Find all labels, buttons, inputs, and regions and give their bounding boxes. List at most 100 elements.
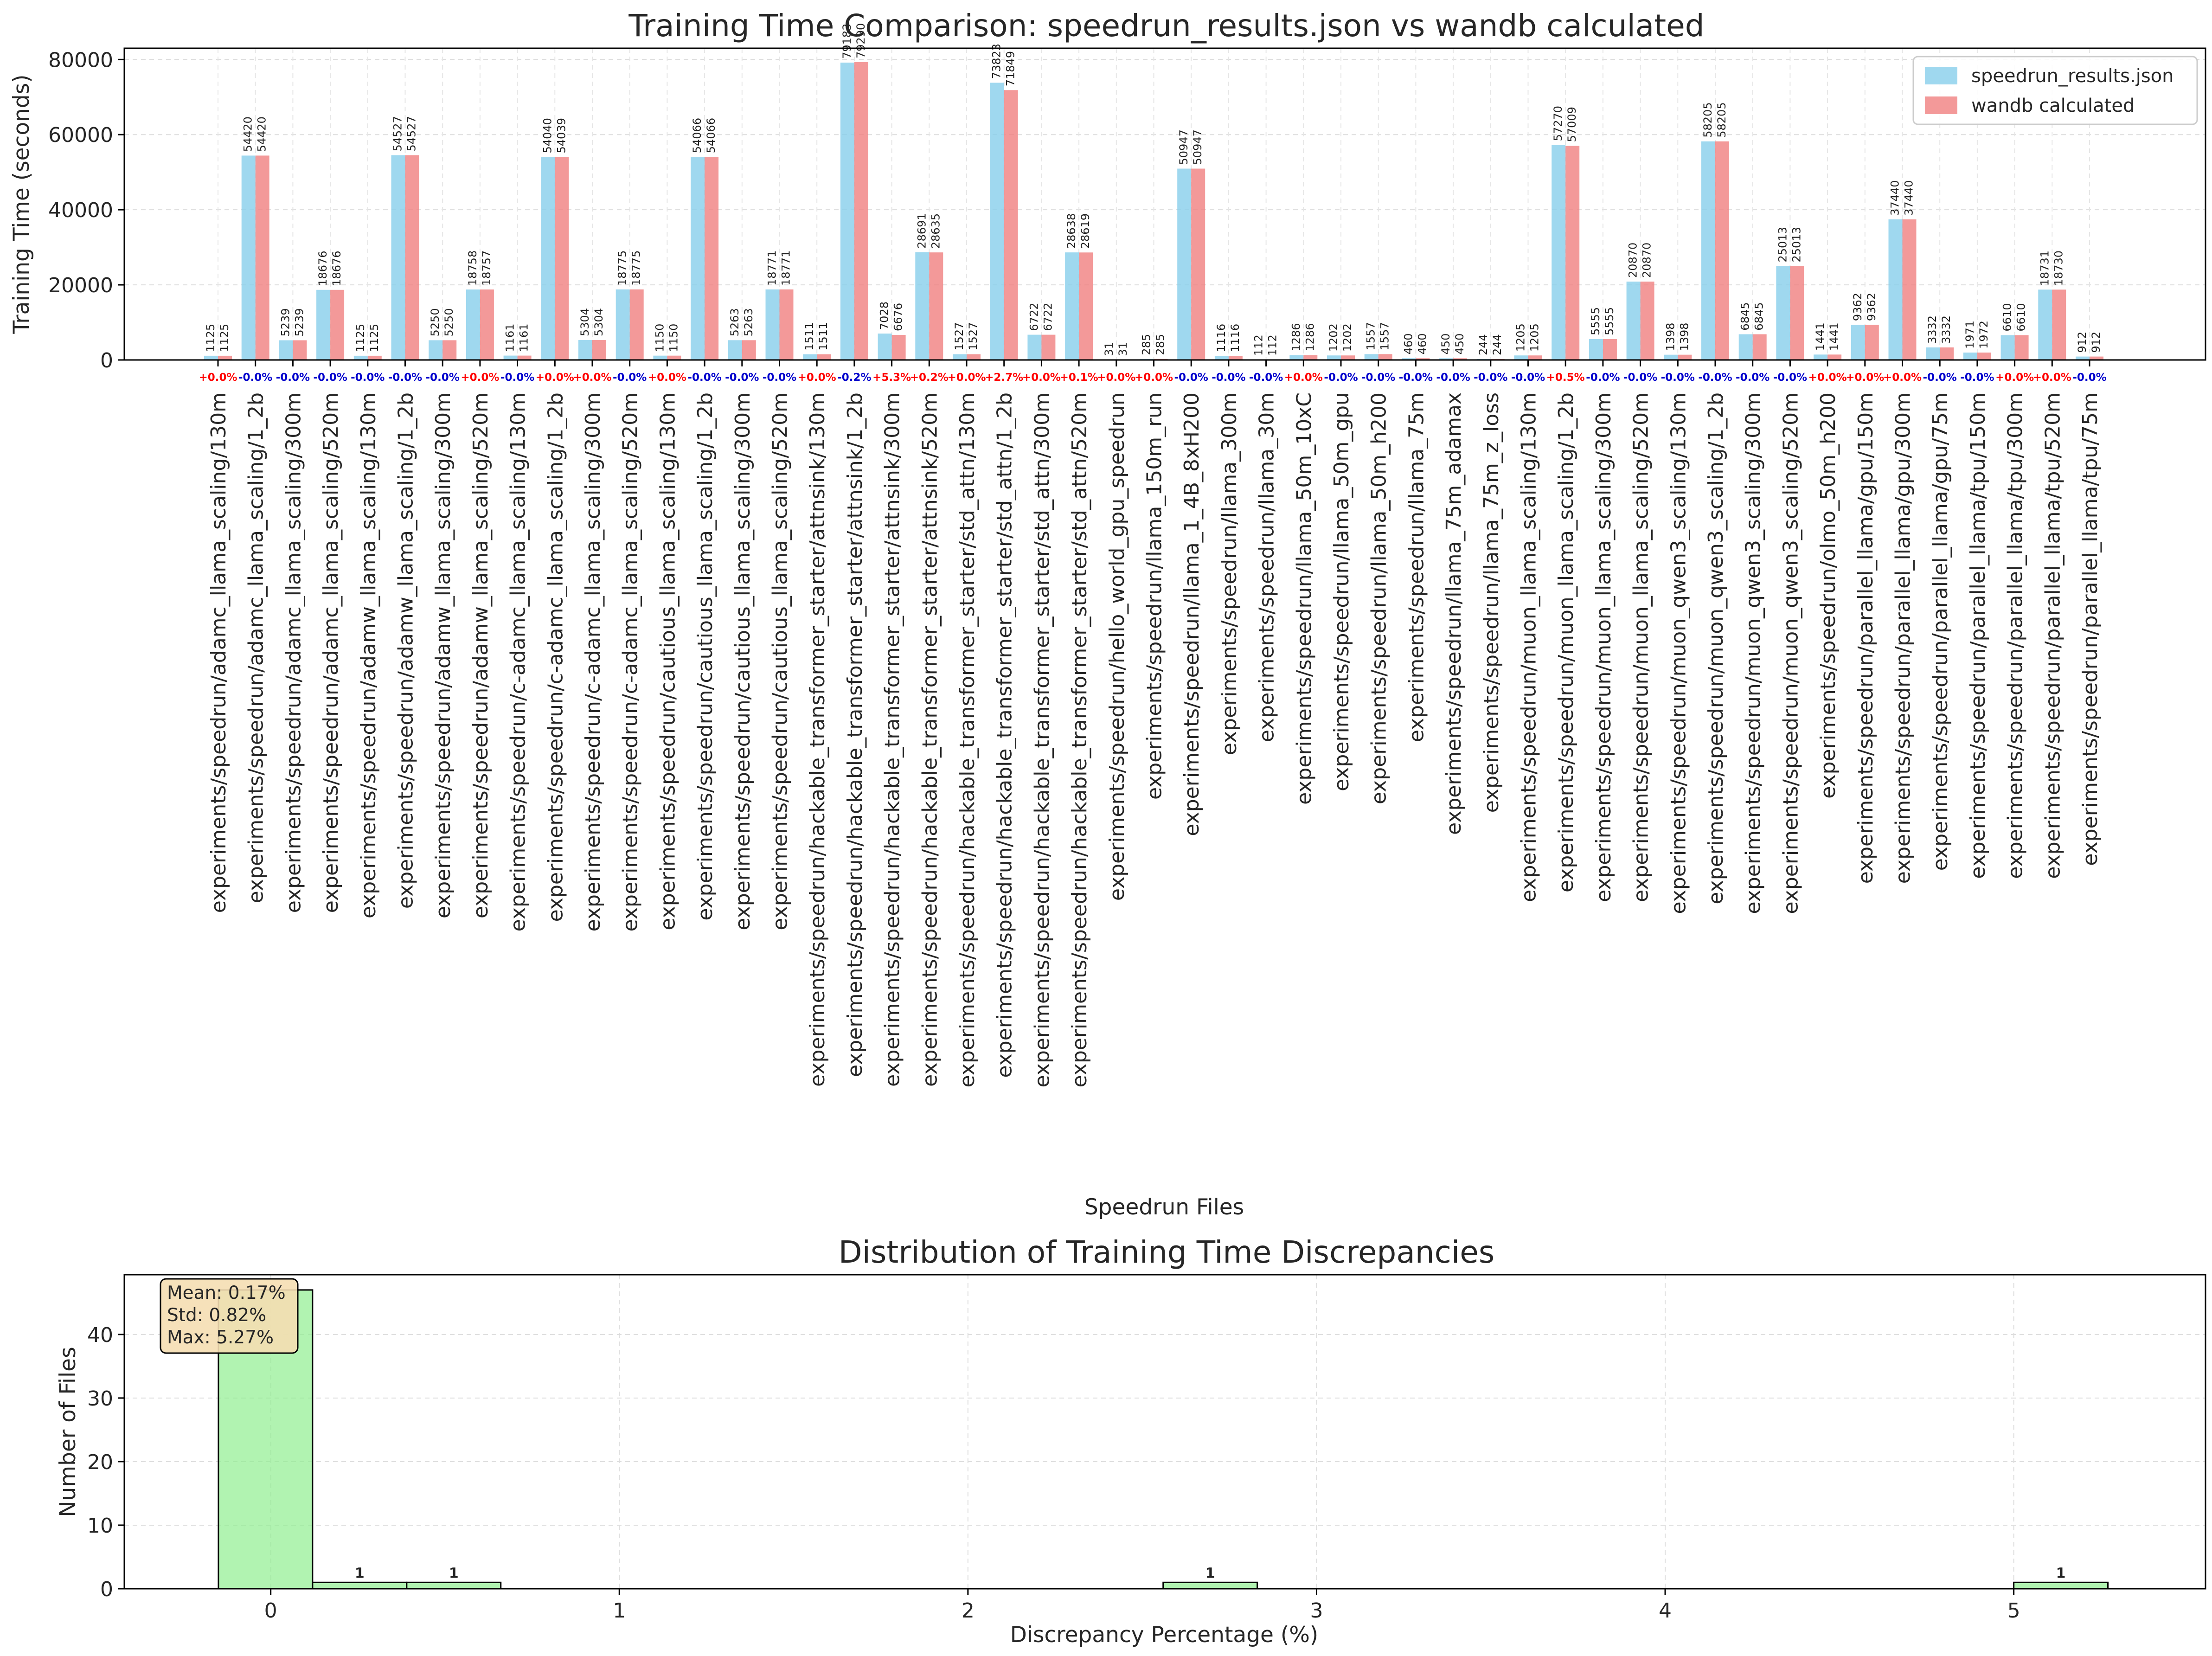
bar-wandb bbox=[1528, 355, 1542, 360]
value-label-speedrun: 1398 bbox=[1664, 323, 1677, 351]
bar-wandb bbox=[1303, 355, 1318, 360]
category-label: experiments/speedrun/adamc_llama_scaling… bbox=[319, 392, 343, 913]
bar-speedrun bbox=[803, 354, 817, 360]
bar-speedrun bbox=[1214, 355, 1229, 360]
category-label: experiments/speedrun/parallel_llama/tpu/… bbox=[2078, 392, 2102, 866]
category-label: experiments/speedrun/c-adamc_llama_scali… bbox=[619, 392, 642, 931]
bar-wandb bbox=[2014, 335, 2029, 360]
value-label-speedrun: 3332 bbox=[1926, 315, 1939, 344]
value-label-speedrun: 7028 bbox=[878, 302, 891, 330]
histogram-title: Distribution of Training Time Discrepanc… bbox=[839, 1234, 1494, 1270]
value-label-wandb: 18771 bbox=[780, 250, 793, 286]
value-label-speedrun: 79183 bbox=[840, 24, 853, 59]
bar-wandb bbox=[2090, 356, 2103, 360]
value-label-speedrun: 9362 bbox=[1851, 293, 1864, 321]
value-label-speedrun: 112 bbox=[1252, 334, 1265, 356]
value-label-speedrun: 18676 bbox=[316, 250, 329, 286]
value-label-wandb: 54527 bbox=[405, 116, 418, 151]
category-label: experiments/speedrun/parallel_llama/gpu/… bbox=[1929, 392, 1952, 871]
bar-speedrun bbox=[1963, 353, 1977, 360]
histogram-bin-label: 1 bbox=[355, 1565, 365, 1581]
value-label-speedrun: 5555 bbox=[1589, 307, 1602, 335]
value-label-wandb: 5239 bbox=[293, 308, 306, 337]
value-label-wandb: 1116 bbox=[1229, 324, 1242, 352]
category-label: experiments/speedrun/parallel_llama/gpu/… bbox=[1854, 392, 1878, 884]
category-label: experiments/speedrun/muon_llama_scaling/… bbox=[1592, 392, 1616, 902]
diff-label: -0.0% bbox=[238, 372, 272, 384]
bar-wandb bbox=[480, 289, 494, 360]
diff-label: +0.0% bbox=[798, 372, 836, 384]
hist-y-tick-label: 20 bbox=[87, 1451, 113, 1474]
category-label: experiments/speedrun/llama_50m_10xC bbox=[1292, 392, 1316, 805]
bar-wandb bbox=[442, 340, 457, 360]
legend-swatch-speedrun bbox=[1925, 67, 1957, 84]
diff-label: -0.0% bbox=[1661, 372, 1695, 384]
value-label-wandb: 6845 bbox=[1753, 302, 1766, 331]
value-label-wandb: 244 bbox=[1491, 334, 1504, 355]
diff-label: -0.0% bbox=[687, 372, 721, 384]
diff-label: +0.0% bbox=[1995, 372, 2034, 384]
bar-speedrun bbox=[391, 155, 405, 360]
stats-box-frame bbox=[160, 1278, 299, 1354]
value-label-speedrun: 1125 bbox=[354, 324, 367, 352]
category-label: experiments/speedrun/adamc_llama_scaling… bbox=[207, 392, 231, 913]
bar-speedrun bbox=[1589, 339, 1603, 360]
value-label-wandb: 1441 bbox=[1827, 322, 1840, 351]
category-label: experiments/speedrun/muon_qwen3_scaling/… bbox=[1704, 392, 1728, 905]
diff-label: -0.0% bbox=[388, 372, 422, 384]
hist-y-tick-label: 0 bbox=[100, 1578, 113, 1601]
histogram-plot-frame bbox=[123, 1274, 2206, 1590]
value-label-wandb: 6610 bbox=[2015, 303, 2028, 331]
bar-wandb bbox=[2052, 289, 2066, 360]
category-label: experiments/speedrun/llama_75m bbox=[1404, 392, 1428, 742]
bar-wandb bbox=[1079, 252, 1093, 360]
histogram-x-axis: 0 1 2 3 4 5 bbox=[264, 1589, 2020, 1623]
diff-label: +0.1% bbox=[1060, 372, 1098, 384]
value-label-speedrun: 73823 bbox=[990, 44, 1003, 79]
value-label-wandb: 460 bbox=[1416, 333, 1429, 354]
bar-speedrun bbox=[503, 355, 518, 360]
value-label-speedrun: 25013 bbox=[1776, 227, 1789, 262]
value-label-wandb: 1511 bbox=[817, 322, 830, 351]
y-tick-label: 0 bbox=[100, 349, 113, 372]
category-label: experiments/speedrun/adamc_llama_scaling… bbox=[244, 392, 268, 903]
value-label-speedrun: 54420 bbox=[242, 116, 255, 152]
bar-speedrun bbox=[1402, 358, 1416, 360]
value-label-wandb: 912 bbox=[2090, 332, 2103, 353]
category-label: experiments/speedrun/hackable_transforme… bbox=[1068, 392, 1091, 1087]
diff-label: -0.0% bbox=[1361, 372, 1395, 384]
category-label: experiments/speedrun/parallel_llama/gpu/… bbox=[1891, 392, 1915, 884]
value-label-speedrun: 912 bbox=[2076, 332, 2089, 353]
bar-chart-y-axis: 0 20000 40000 60000 80000 bbox=[48, 48, 124, 372]
value-label-wandb: 5304 bbox=[592, 308, 605, 336]
value-label-wandb: 1202 bbox=[1341, 323, 1354, 352]
bar-speedrun bbox=[1701, 141, 1715, 360]
legend-label-wandb: wandb calculated bbox=[1971, 95, 2135, 116]
diff-label: +0.0% bbox=[1846, 372, 1884, 384]
category-label: experiments/speedrun/hackable_transforme… bbox=[806, 392, 829, 1087]
category-label: experiments/speedrun/llama_50m_h200 bbox=[1367, 392, 1391, 804]
diff-label: +0.0% bbox=[1135, 372, 1173, 384]
category-label: experiments/speedrun/muon_llama_scaling/… bbox=[1554, 392, 1578, 892]
bar-speedrun bbox=[2000, 335, 2015, 360]
bar-chart-x-axis-label: Speedrun Files bbox=[1084, 1194, 1244, 1220]
bar-wandb bbox=[367, 355, 382, 360]
diff-label: -0.0% bbox=[763, 372, 796, 384]
diff-label: -0.0% bbox=[1586, 372, 1620, 384]
bar-wandb bbox=[1603, 339, 1617, 360]
hist-x-tick-label: 3 bbox=[1310, 1599, 1323, 1623]
y-tick-label: 40000 bbox=[48, 199, 113, 222]
value-label-wandb: 20870 bbox=[1641, 243, 1654, 278]
value-label-speedrun: 1511 bbox=[803, 322, 816, 351]
value-label-wandb: 18676 bbox=[330, 250, 343, 286]
histogram-y-axis-label: Number of Files bbox=[55, 1347, 81, 1517]
hist-x-tick-label: 4 bbox=[1659, 1599, 1672, 1623]
bar-speedrun bbox=[616, 289, 630, 360]
value-label-speedrun: 37440 bbox=[1889, 180, 1902, 216]
category-label: experiments/speedrun/parallel_llama/tpu/… bbox=[2004, 392, 2027, 879]
value-label-wandb: 18730 bbox=[2052, 250, 2065, 286]
bar-speedrun bbox=[279, 340, 293, 360]
diff-label: -0.0% bbox=[1736, 372, 1770, 384]
value-label-speedrun: 6722 bbox=[1027, 302, 1040, 331]
diff-label: +5.3% bbox=[872, 372, 911, 384]
